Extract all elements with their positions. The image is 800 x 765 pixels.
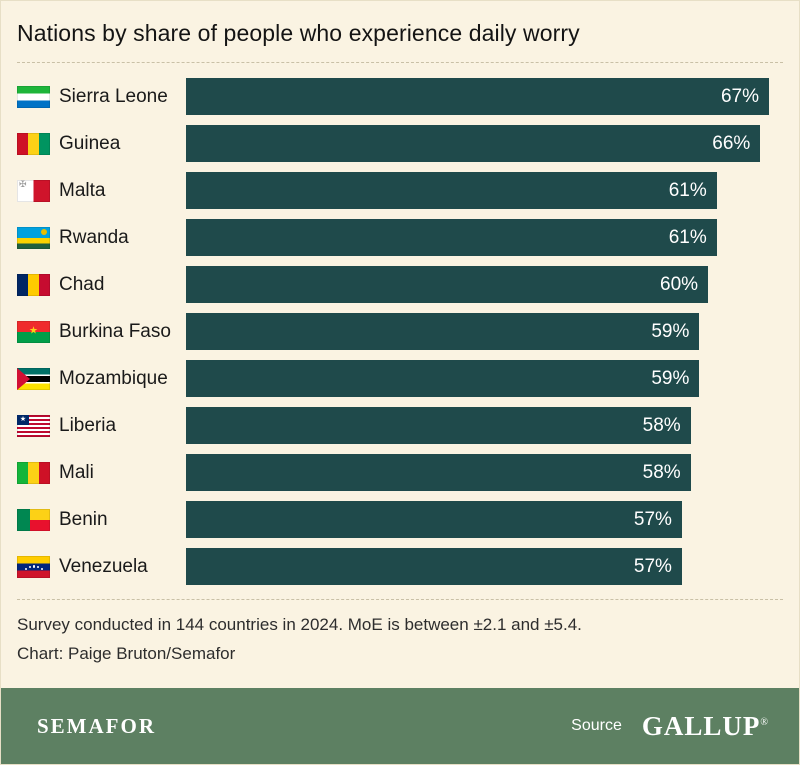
bar-chad: 60% xyxy=(186,266,709,303)
source-name-text: GALLUP xyxy=(641,710,761,741)
bar-burkina-faso: 59% xyxy=(186,313,700,350)
semafor-logo: SEMAFOR xyxy=(37,713,156,738)
bar-track: 66% xyxy=(186,125,769,162)
page-title: Nations by share of people who experienc… xyxy=(17,20,580,46)
chart-credit: Chart: Paige Bruton/Semafor xyxy=(17,644,236,663)
divider-top xyxy=(17,62,783,63)
bar-benin: 57% xyxy=(186,501,682,538)
bar-track: 58% xyxy=(186,454,769,491)
bar-value-label: 60% xyxy=(660,273,699,295)
bar-mali: 58% xyxy=(186,454,691,491)
sierra-leone-flag-icon xyxy=(17,85,50,108)
country-label: Chad xyxy=(59,273,105,295)
chad-flag-icon xyxy=(17,273,50,296)
bar-track: 67% xyxy=(186,78,769,115)
survey-note: Survey conducted in 144 countries in 202… xyxy=(17,615,582,634)
bar-value-label: 58% xyxy=(642,461,681,483)
chart-row: Benin 57% xyxy=(17,501,769,538)
chart-row: Rwanda 61% xyxy=(17,219,769,256)
burkina-faso-flag-icon xyxy=(17,320,50,343)
country-label: Mozambique xyxy=(59,367,168,389)
source-group: Source GALLUP® xyxy=(571,711,769,742)
chart-row: Liberia 58% xyxy=(17,407,769,444)
brand-bar: SEMAFOR Source GALLUP® xyxy=(1,688,799,764)
divider-bottom xyxy=(17,599,783,600)
country-label: Guinea xyxy=(59,132,121,154)
bar-track: 59% xyxy=(186,313,769,350)
source-label: Source xyxy=(571,717,622,734)
bar-track: 57% xyxy=(186,548,769,585)
country-label: Malta xyxy=(59,179,106,201)
liberia-flag-icon xyxy=(17,414,50,437)
bar-track: 60% xyxy=(186,266,769,303)
chart-row: Burkina Faso 59% xyxy=(17,313,769,350)
bar-track: 59% xyxy=(186,360,769,397)
bar-mozambique: 59% xyxy=(186,360,700,397)
malta-flag-icon xyxy=(17,179,50,202)
bar-value-label: 58% xyxy=(642,414,681,436)
chart-row: Mali 58% xyxy=(17,454,769,491)
bar-track: 61% xyxy=(186,219,769,256)
bar-chart: Sierra Leone 67% Guinea 66% Malta 61% Rw… xyxy=(1,63,799,599)
gallup-logo: GALLUP® xyxy=(642,711,769,742)
country-label: Rwanda xyxy=(59,226,129,248)
chart-row: Chad 60% xyxy=(17,266,769,303)
bar-track: 57% xyxy=(186,501,769,538)
bar-rwanda: 61% xyxy=(186,219,717,256)
bar-track: 61% xyxy=(186,172,769,209)
bar-value-label: 57% xyxy=(633,508,672,530)
bar-guinea: 66% xyxy=(186,125,761,162)
trademark-mark: ® xyxy=(760,716,769,728)
mozambique-flag-icon xyxy=(17,367,50,390)
bar-value-label: 59% xyxy=(651,367,690,389)
country-label: Burkina Faso xyxy=(59,320,171,342)
country-label: Liberia xyxy=(59,414,117,436)
bar-value-label: 61% xyxy=(668,226,707,248)
bar-liberia: 58% xyxy=(186,407,691,444)
chart-row: Guinea 66% xyxy=(17,125,769,162)
guinea-flag-icon xyxy=(17,132,50,155)
bar-value-label: 57% xyxy=(633,555,672,577)
chart-row: Mozambique 59% xyxy=(17,360,769,397)
country-label: Mali xyxy=(59,461,94,483)
rwanda-flag-icon xyxy=(17,226,50,249)
bar-value-label: 61% xyxy=(668,179,707,201)
country-label: Venezuela xyxy=(59,555,148,577)
country-label: Sierra Leone xyxy=(59,85,168,107)
benin-flag-icon xyxy=(17,508,50,531)
mali-flag-icon xyxy=(17,461,50,484)
bar-malta: 61% xyxy=(186,172,717,209)
chart-footer: Survey conducted in 144 countries in 202… xyxy=(1,600,799,664)
chart-row: Sierra Leone 67% xyxy=(17,78,769,115)
chart-row: Malta 61% xyxy=(17,172,769,209)
bar-value-label: 59% xyxy=(651,320,690,342)
bar-value-label: 67% xyxy=(720,85,759,107)
bar-venezuela: 57% xyxy=(186,548,682,585)
bar-track: 58% xyxy=(186,407,769,444)
chart-row: Venezuela 57% xyxy=(17,548,769,585)
venezuela-flag-icon xyxy=(17,555,50,578)
country-label: Benin xyxy=(59,508,108,530)
bar-sierra-leone: 67% xyxy=(186,78,769,115)
bar-value-label: 66% xyxy=(712,132,751,154)
